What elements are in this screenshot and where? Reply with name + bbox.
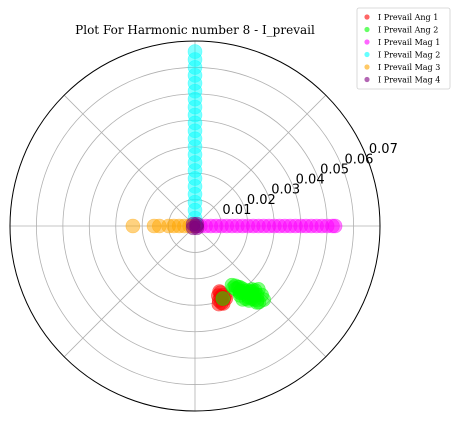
legend-label: I Prevail Mag 2 xyxy=(378,51,440,60)
legend-label: I Prevail Ang 1 xyxy=(378,13,438,22)
legend-marker xyxy=(364,26,370,33)
series-6 xyxy=(185,216,205,236)
legend-label: I Prevail Mag 4 xyxy=(378,76,440,85)
legend-label: I Prevail Mag 1 xyxy=(378,38,440,47)
angular-gridline xyxy=(63,94,196,227)
legend-label: I Prevail Mag 3 xyxy=(378,63,440,72)
r-tick-label: 0.02 xyxy=(247,193,276,208)
legend: I Prevail Ang 1 I Prevail Ang 2 I Prevail … xyxy=(356,7,451,90)
series-2 xyxy=(215,277,271,310)
r-tick-label: 0.01 xyxy=(222,203,251,218)
r-tick-label: 0.04 xyxy=(296,173,325,188)
legend-marker xyxy=(364,39,370,45)
chart-title: Plot For Harmonic number 8 - I_prevail xyxy=(75,23,315,37)
data-point xyxy=(187,44,203,59)
data-point xyxy=(125,218,141,234)
legend-box xyxy=(356,7,451,90)
legend-marker xyxy=(364,76,370,83)
data-point xyxy=(215,291,231,306)
data-point xyxy=(232,285,248,301)
polar-frame xyxy=(9,40,381,412)
data-point xyxy=(189,220,205,236)
r-tick-label: 0.03 xyxy=(271,183,300,198)
data-point xyxy=(327,218,343,234)
angular-gridline xyxy=(63,225,196,358)
radial-tick-labels: 0.010.020.030.040.050.060.07 xyxy=(222,142,397,218)
legend-label: I Prevail Ang 2 xyxy=(378,26,438,35)
r-tick-label: 0.06 xyxy=(345,152,374,167)
r-tick-label: 0.05 xyxy=(320,162,349,177)
angular-gridline xyxy=(194,94,327,227)
legend-marker xyxy=(364,64,370,70)
data-point xyxy=(146,218,162,234)
series-3 xyxy=(189,218,343,234)
series-4 xyxy=(187,44,203,232)
r-tick-label: 0.07 xyxy=(369,142,398,157)
legend-marker xyxy=(364,51,370,58)
legend-marker xyxy=(364,14,370,20)
data-point xyxy=(249,295,265,310)
data-points xyxy=(125,44,343,312)
